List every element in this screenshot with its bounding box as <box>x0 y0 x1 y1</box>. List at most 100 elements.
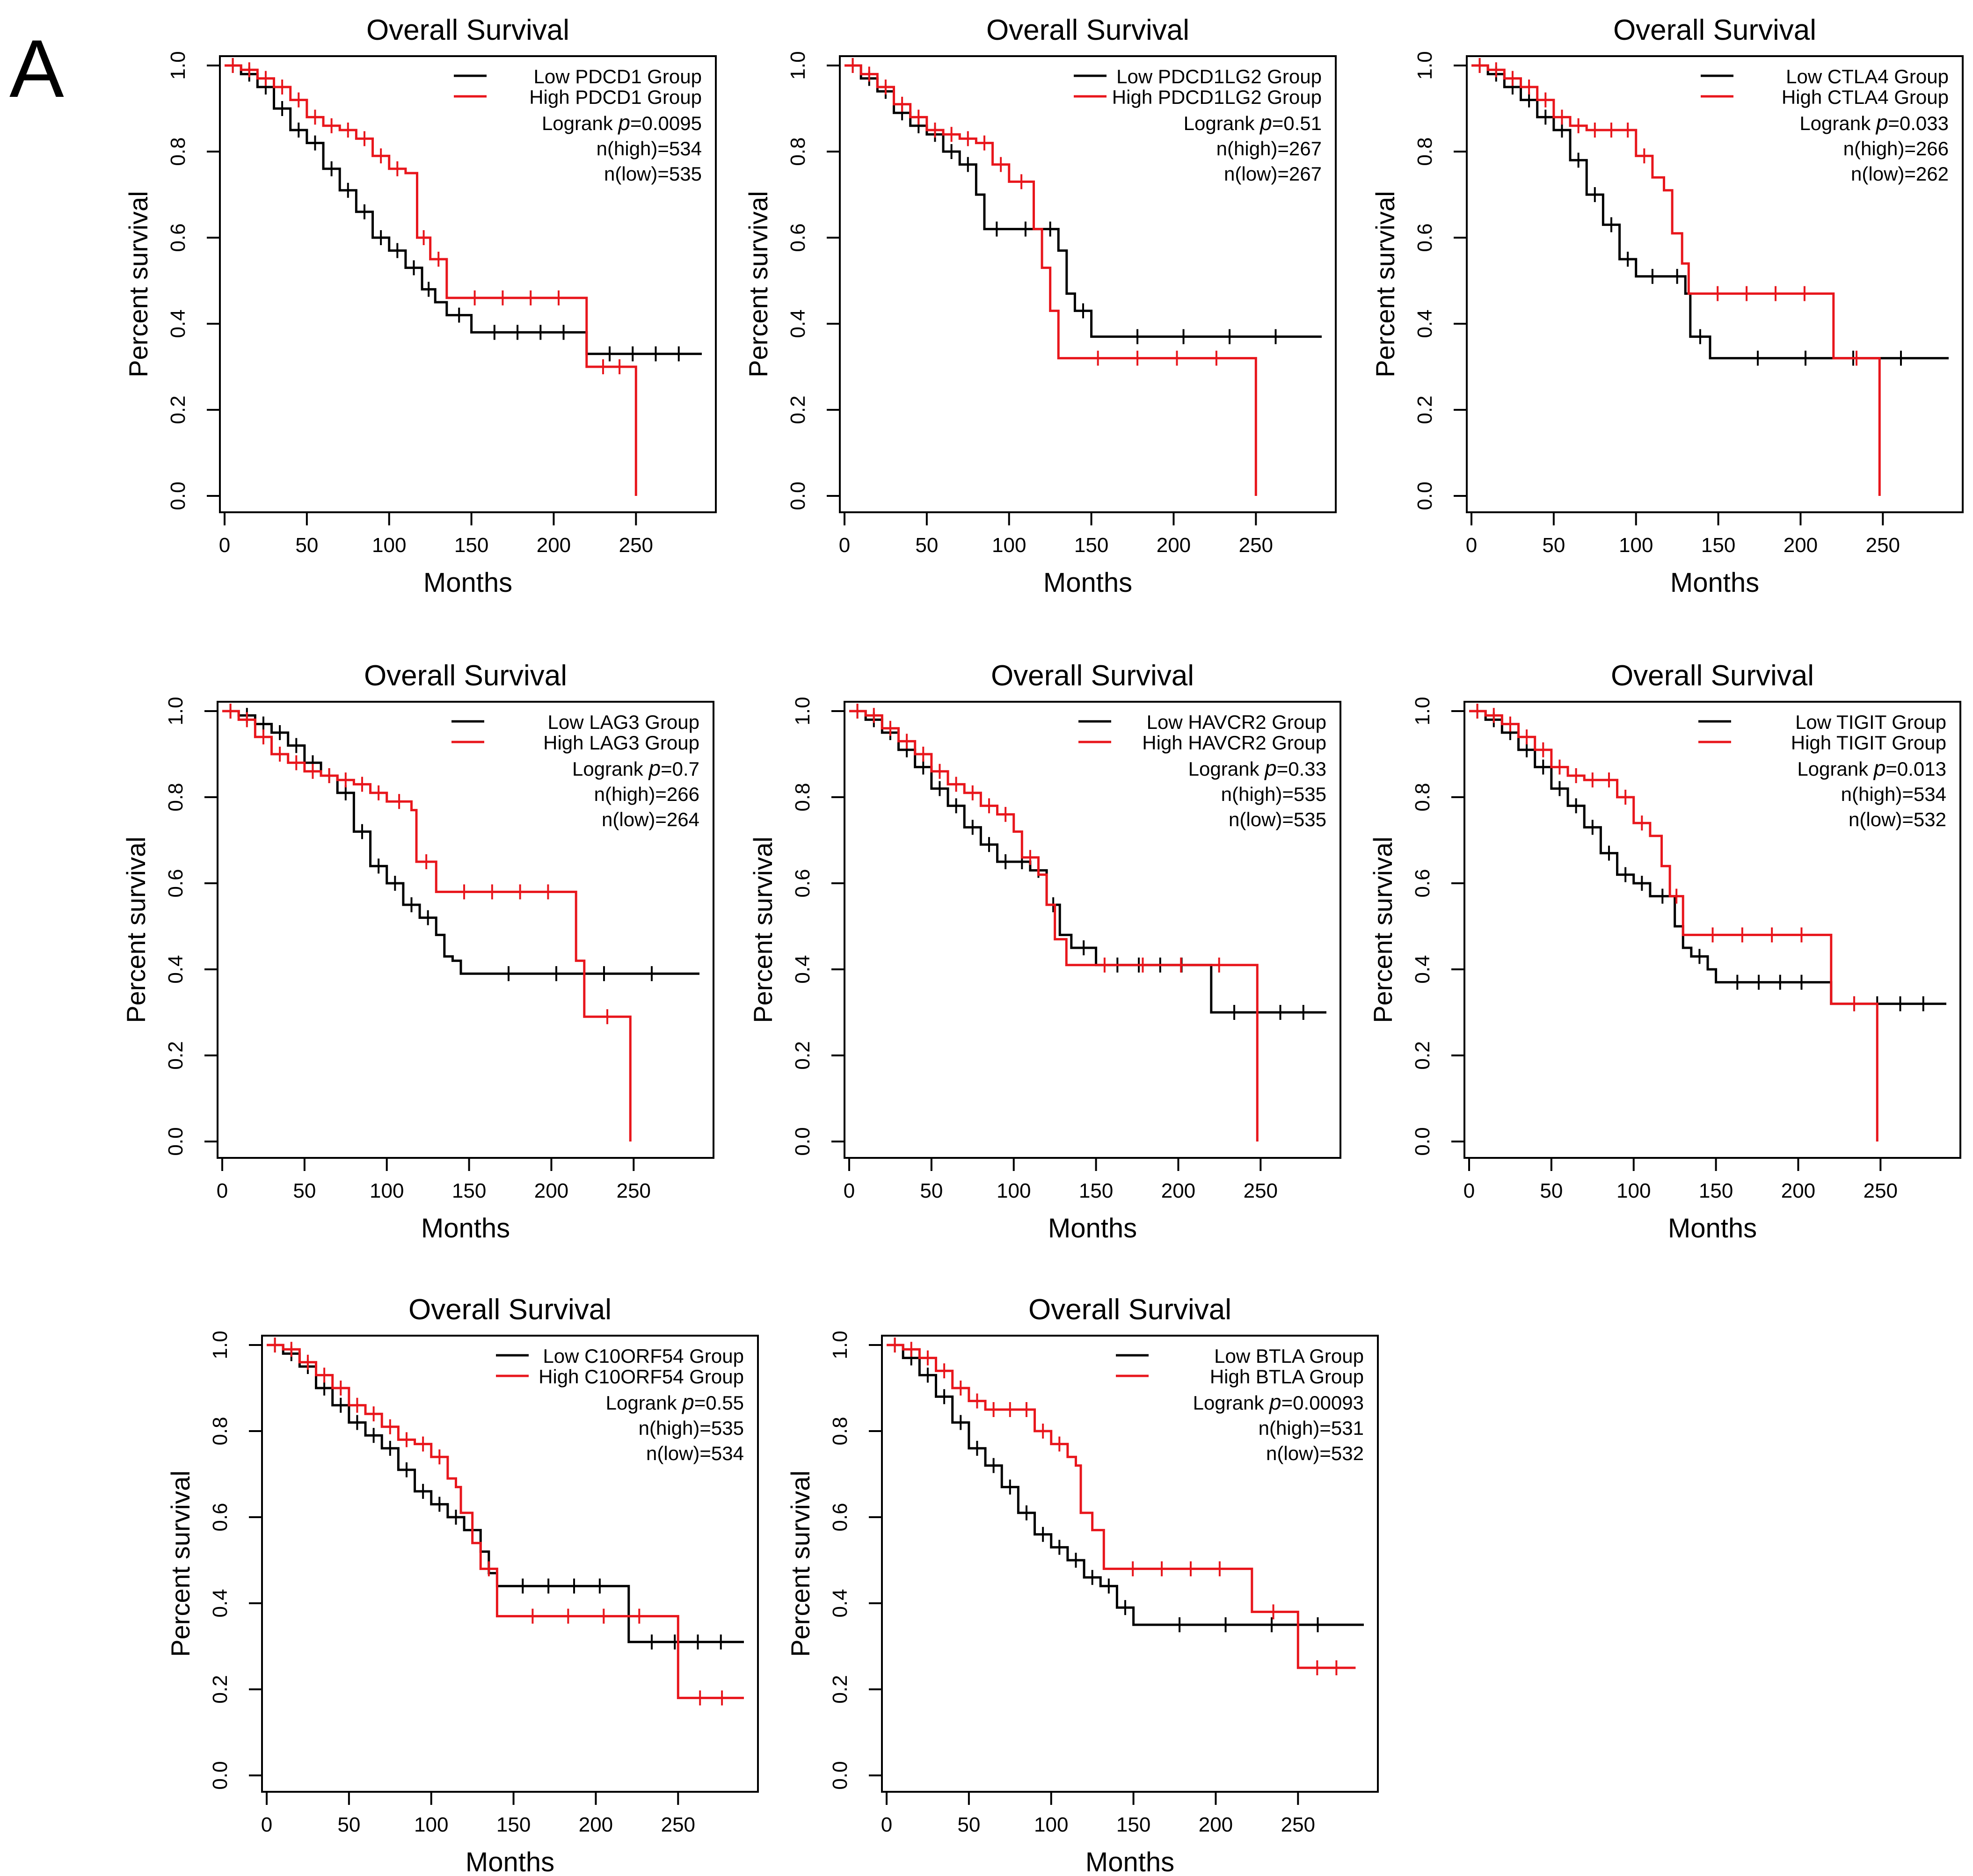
p-value: =0.033 <box>1888 112 1949 134</box>
x-tick-label: 200 <box>1784 534 1818 557</box>
series-high-curve <box>222 710 632 1142</box>
legend-high-label: High LAG3 Group <box>543 732 699 754</box>
x-tick-label: 250 <box>1866 534 1900 557</box>
km-chart-1: Overall Survival 0 50 100 150 200 250 0.0 0.2 0.4… <box>124 14 717 598</box>
x-tick-label: 100 <box>414 1813 448 1836</box>
y-tick-label: 0.6 <box>786 223 809 252</box>
y-tick-label: 0.4 <box>829 1589 852 1617</box>
y-axis-label: Percent survival <box>748 836 778 1023</box>
logrank-prefix: Logrank <box>572 758 648 780</box>
km-chart-8: Overall Survival 0 50 100 150 200 250 0.0 0.2 0.4… <box>786 1294 1379 1876</box>
plot-frame <box>261 1335 759 1793</box>
x-tick-label: 250 <box>1239 534 1273 557</box>
p-value: =0.51 <box>1272 112 1322 134</box>
y-tick-label: 0.2 <box>1413 395 1436 424</box>
y-tick-label: 1.0 <box>209 1331 232 1359</box>
series-high-curve <box>887 1344 1356 1669</box>
y-tick-label: 0.8 <box>209 1417 232 1445</box>
km-chart-5: Overall Survival 0 50 100 150 200 250 0.0 0.2 0.4… <box>748 660 1341 1243</box>
logrank-pvalue: Logrank p=0.51 <box>1184 110 1322 135</box>
km-chart-4: Overall Survival 0 50 100 150 200 250 0.0 0.2 0.4… <box>121 660 714 1243</box>
x-axis-label: Months <box>1043 567 1132 598</box>
plot-frame <box>844 701 1341 1159</box>
plot-frame <box>219 55 717 513</box>
y-tick-label: 1.0 <box>167 51 189 80</box>
y-tick-label: 0.6 <box>167 223 189 252</box>
series-high-curve <box>267 1344 744 1699</box>
x-tick-label: 0 <box>844 1179 855 1202</box>
series-high-curve <box>849 710 1259 1142</box>
y-tick-label: 0.8 <box>791 783 814 811</box>
x-tick-label: 200 <box>1199 1813 1233 1836</box>
logrank-pvalue: Logrank p=0.33 <box>1188 756 1326 780</box>
y-tick-label: 0.2 <box>209 1675 232 1703</box>
y-axis-label: Percent survival <box>1370 191 1400 377</box>
n-low: n(low)=535 <box>1229 808 1326 830</box>
legend-high-label: High TIGIT Group <box>1791 732 1946 754</box>
y-axis-label: Percent survival <box>124 191 153 377</box>
n-low: n(low)=535 <box>604 163 702 185</box>
logrank-pvalue: Logrank p=0.55 <box>606 1390 744 1414</box>
y-tick-label: 0.6 <box>791 869 814 897</box>
logrank-prefix: Logrank <box>1193 1392 1269 1414</box>
km-chart-2: Overall Survival 0 50 100 150 200 250 0.0 0.2 0.4… <box>743 14 1337 598</box>
x-axis-label: Months <box>1048 1213 1137 1243</box>
y-tick-label: 0.6 <box>164 869 187 897</box>
x-tick-label: 50 <box>1540 1179 1563 1202</box>
x-tick-label: 0 <box>839 534 850 557</box>
legend-low-label: Low PDCD1LG2 Group <box>1116 65 1322 87</box>
chart-title: Overall Survival <box>986 14 1189 46</box>
x-tick-label: 200 <box>1781 1179 1815 1202</box>
y-tick-label: 0.4 <box>164 955 187 983</box>
p-label: p <box>1264 756 1277 780</box>
n-high: n(high)=534 <box>1841 783 1946 805</box>
legend-high-label: High CTLA4 Group <box>1782 86 1949 108</box>
y-axis-label: Percent survival <box>166 1470 195 1657</box>
p-label: p <box>648 756 661 780</box>
y-tick-label: 0.2 <box>829 1675 852 1703</box>
legend-low-label: Low HAVCR2 Group <box>1147 711 1326 733</box>
x-axis-label: Months <box>466 1847 554 1876</box>
y-tick-label: 0.2 <box>791 1041 814 1069</box>
x-axis-label: Months <box>1670 567 1759 598</box>
x-tick-label: 200 <box>1157 534 1191 557</box>
y-tick-label: 0.0 <box>164 1127 187 1156</box>
legend-high-label: High C10ORF54 Group <box>539 1366 744 1388</box>
plot-frame <box>839 55 1337 513</box>
logrank-prefix: Logrank <box>1799 112 1876 134</box>
y-tick-label: 0.0 <box>209 1761 232 1789</box>
p-value: =0.013 <box>1886 758 1946 780</box>
legend-high-label: High PDCD1LG2 Group <box>1112 86 1322 108</box>
logrank-pvalue: Logrank p=0.033 <box>1799 110 1949 135</box>
y-tick-label: 0.0 <box>167 481 189 510</box>
x-tick-label: 0 <box>881 1813 892 1836</box>
panel-letter: A <box>9 23 64 115</box>
y-tick-label: 0.4 <box>1411 955 1434 983</box>
chart-title: Overall Survival <box>1613 14 1816 46</box>
x-tick-label: 150 <box>1074 534 1108 557</box>
x-tick-label: 100 <box>1619 534 1653 557</box>
y-tick-label: 0.4 <box>791 955 814 983</box>
n-low: n(low)=262 <box>1851 163 1949 185</box>
legend-low-label: Low TIGIT Group <box>1795 711 1946 733</box>
n-high: n(high)=267 <box>1216 138 1322 160</box>
x-tick-label: 0 <box>217 1179 228 1202</box>
x-tick-label: 150 <box>496 1813 531 1836</box>
y-tick-label: 0.8 <box>167 137 189 166</box>
p-value: =0.55 <box>694 1392 744 1414</box>
y-tick-label: 1.0 <box>791 697 814 725</box>
series-low-curve <box>267 1344 744 1643</box>
legend-high-label: High HAVCR2 Group <box>1142 732 1326 754</box>
plot-frame <box>1466 55 1964 513</box>
p-label: p <box>681 1390 694 1414</box>
y-tick-label: 0.8 <box>1413 137 1436 166</box>
y-tick-label: 1.0 <box>786 51 809 80</box>
x-tick-label: 50 <box>915 534 938 557</box>
plot-frame <box>881 1335 1379 1793</box>
y-tick-label: 0.0 <box>1413 481 1436 510</box>
logrank-prefix: Logrank <box>1797 758 1873 780</box>
chart-title: Overall Survival <box>991 660 1194 692</box>
x-tick-label: 250 <box>617 1179 651 1202</box>
legend-low-label: Low PDCD1 Group <box>534 65 702 87</box>
p-label: p <box>1875 110 1888 135</box>
